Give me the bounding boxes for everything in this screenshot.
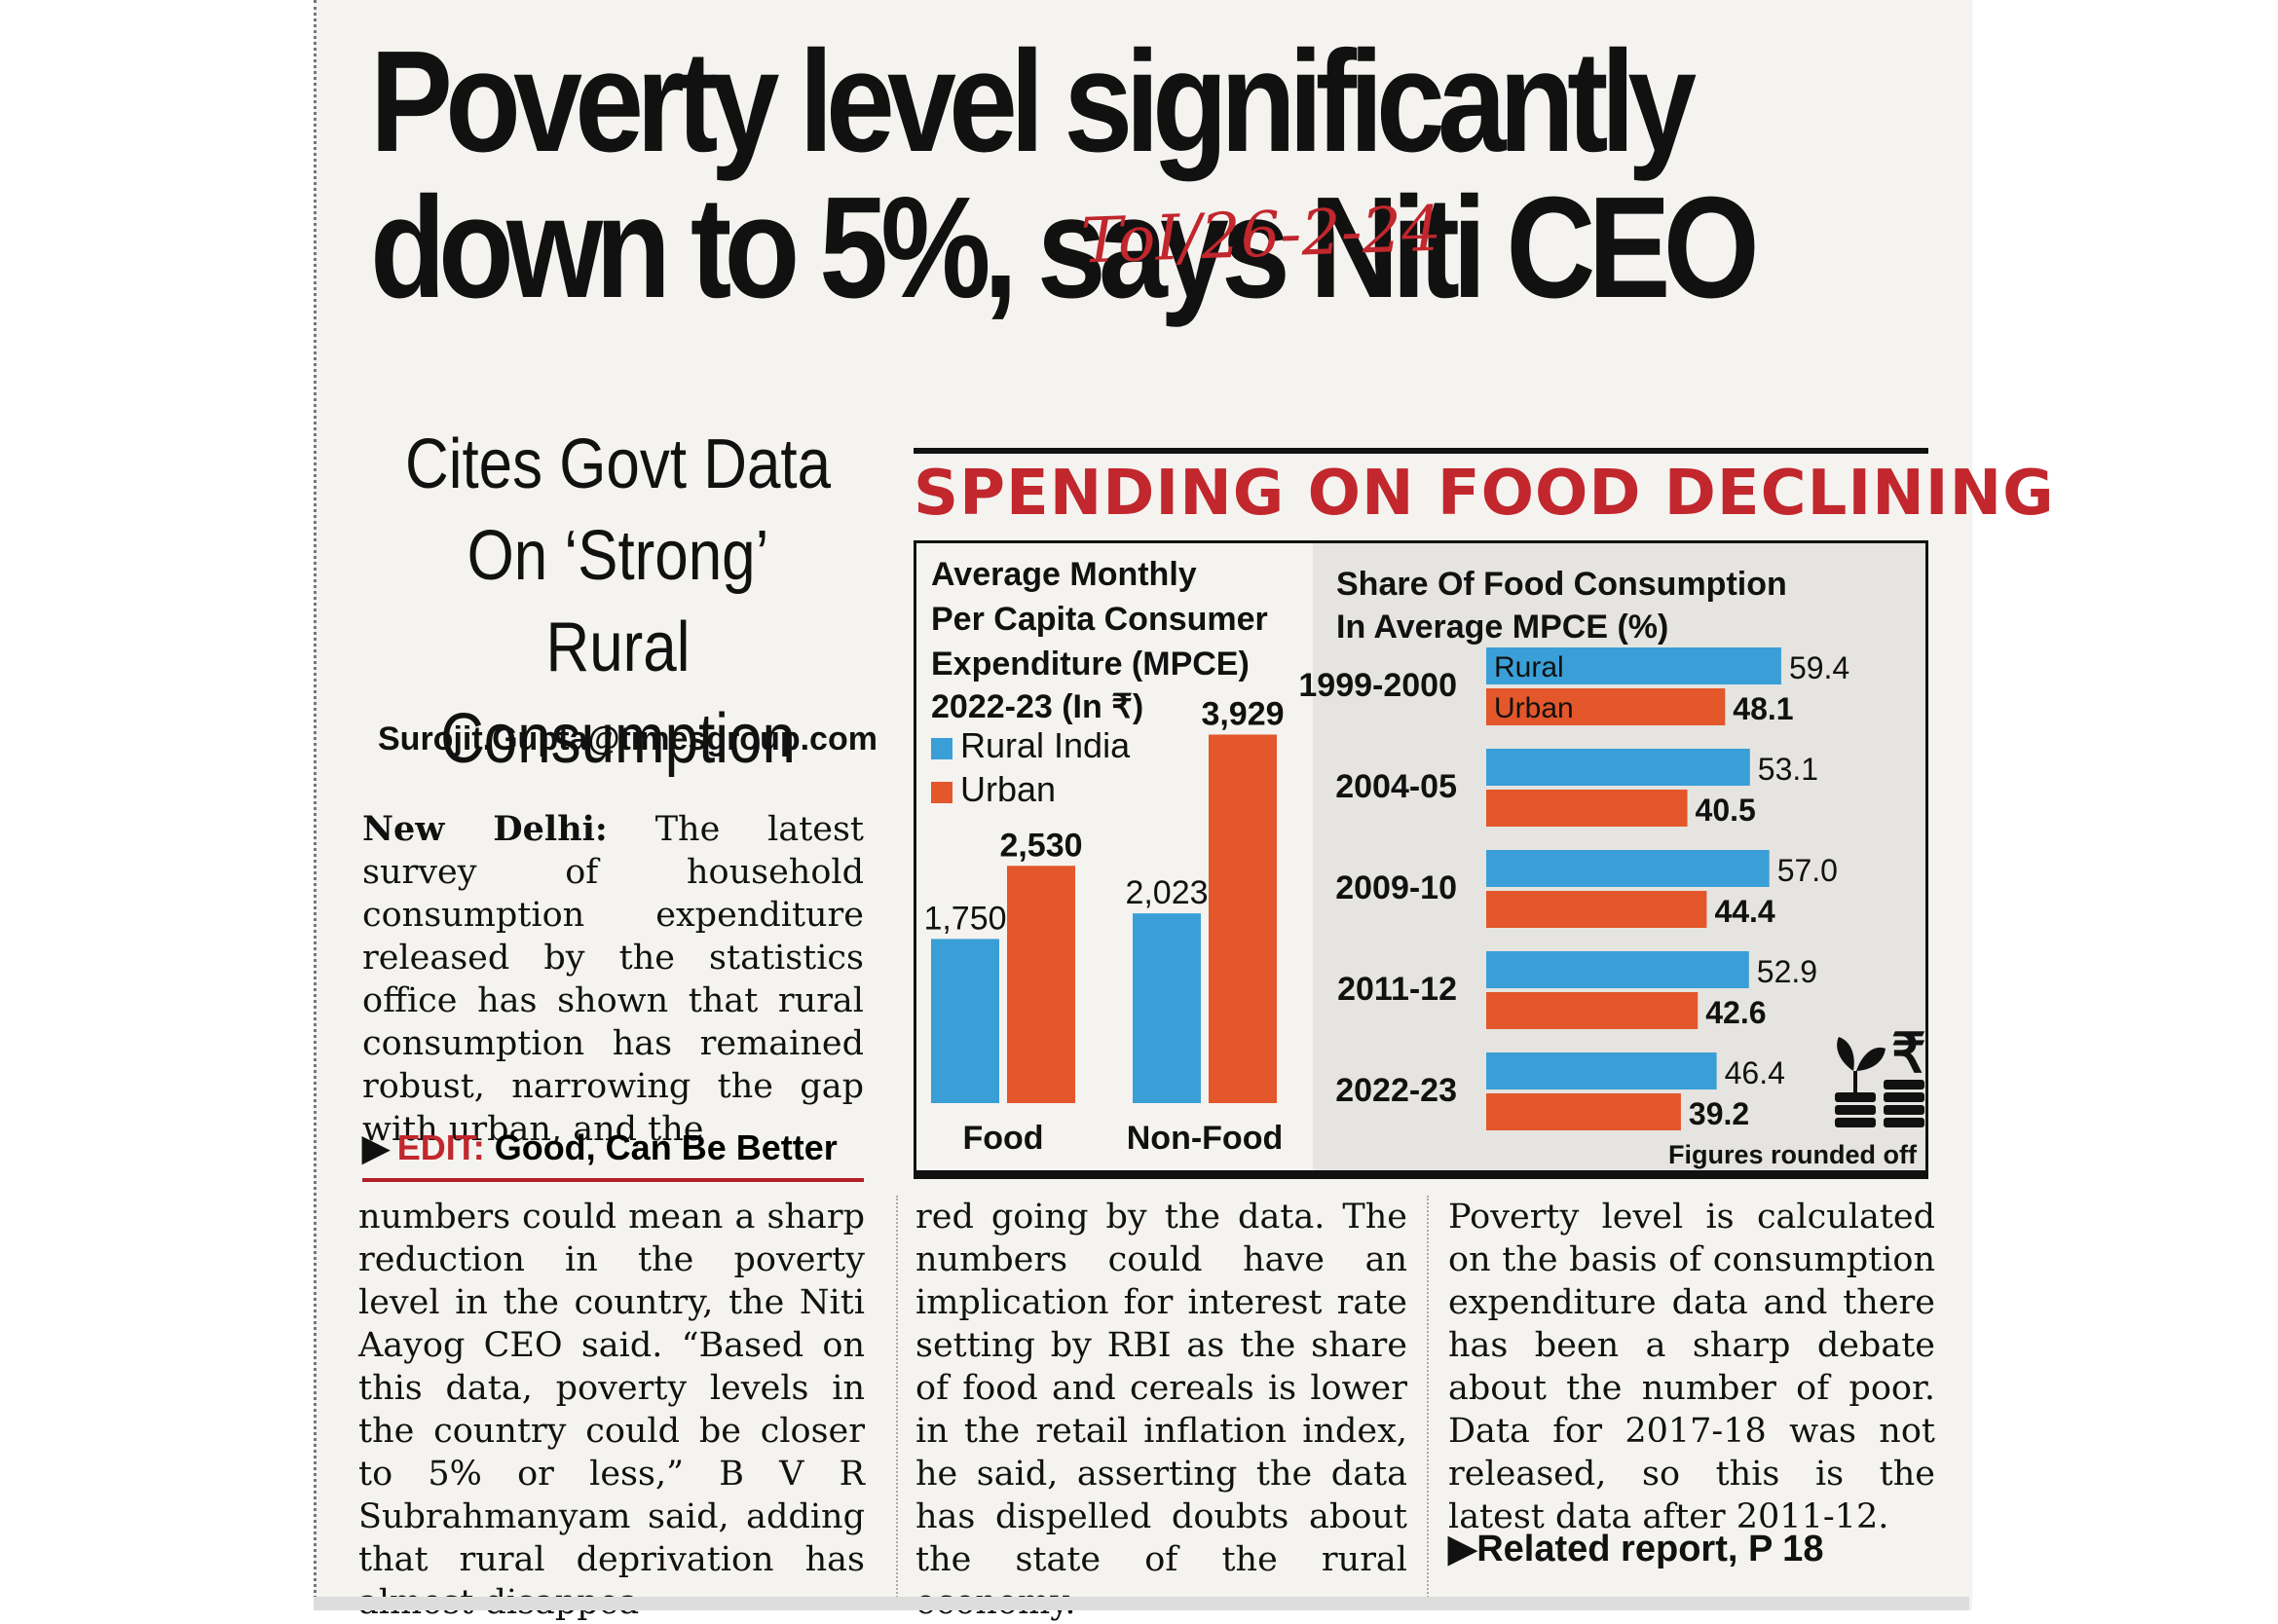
food-share-value-label: 46.4 <box>1725 1055 1785 1090</box>
byline: Surojit.Gupta@timesgroup.com <box>378 720 878 757</box>
food-share-title-line-2: In Average MPCE (%) <box>1336 609 1668 646</box>
mpce-value-label: 2,023 <box>1125 874 1208 911</box>
food-share-value-label: 52.9 <box>1757 954 1817 989</box>
food-share-value-label: 57.0 <box>1777 853 1838 888</box>
svg-text:₹: ₹ <box>1891 1022 1926 1084</box>
mpce-title-line-4: 2022-23 (In ₹) <box>931 688 1143 725</box>
headline-line-1: Poverty level significantly <box>370 21 1697 182</box>
food-share-value-label: 59.4 <box>1789 650 1849 685</box>
handwritten-note: ToI/26-2-24 <box>1079 193 1443 278</box>
infobox-frame <box>914 540 1928 1173</box>
play-arrow-icon: ▶ <box>1448 1529 1477 1569</box>
food-share-chart-title: Share Of Food Consumption In Average MPC… <box>1336 566 1787 646</box>
mpce-title-line-3: Expenditure (MPCE) <box>931 646 1250 683</box>
food-share-value-label: 44.4 <box>1714 894 1774 929</box>
legend-label-rural: Rural India <box>960 725 1131 765</box>
mpce-legend: Rural India Urban <box>931 725 1131 809</box>
food-share-bar-urban-1999-2000 <box>1486 688 1726 725</box>
subhead-line-2: On ‘Strong’ Rural <box>467 517 769 686</box>
lead-paragraph: New Delhi: The latest survey of househol… <box>362 808 864 1151</box>
mpce-value-label: 1,750 <box>923 900 1006 937</box>
food-share-value-label: 48.1 <box>1733 691 1793 726</box>
mpce-bars: 1,750 2,530 Food 2,023 3,929 Non-Food <box>923 695 1284 1157</box>
food-share-year-label: 2011-12 <box>1337 971 1457 1008</box>
food-share-series-label: Urban <box>1494 692 1574 724</box>
article-column-1: numbers could mean a sharp reduction in … <box>358 1198 865 1622</box>
lead-text: The latest survey of household consumpti… <box>362 810 864 1149</box>
edit-label: EDIT: <box>396 1127 485 1167</box>
headline: Poverty level significantly down to 5%, … <box>370 21 1760 328</box>
subhead-line-1: Cites Govt Data <box>404 425 832 503</box>
food-share-bar-rural-2011-12 <box>1486 951 1749 988</box>
mpce-category-label: Non-Food <box>1127 1120 1284 1157</box>
food-share-bar-urban-2009-10 <box>1486 891 1707 928</box>
food-share-bar-rural-2004-05 <box>1486 749 1750 786</box>
mpce-bar-urban-food <box>1007 866 1075 1103</box>
legend-swatch-urban <box>931 782 952 803</box>
food-share-title-line-1: Share Of Food Consumption <box>1336 566 1787 603</box>
food-share-year-label: 1999-2000 <box>1298 667 1457 704</box>
food-share-series-label: Rural <box>1494 651 1564 683</box>
mpce-category-label: Food <box>962 1120 1043 1157</box>
mpce-bar-urban-non-food <box>1209 734 1277 1103</box>
food-share-bar-urban-2004-05 <box>1486 790 1688 827</box>
mpce-value-label: 2,530 <box>999 827 1082 864</box>
food-share-value-label: 53.1 <box>1758 752 1818 787</box>
legend-label-urban: Urban <box>960 769 1056 809</box>
rupee-plant-icon: ₹ <box>1835 1022 1926 1127</box>
food-share-year-label: 2004-05 <box>1335 768 1457 805</box>
food-share-bar-rural-1999-2000 <box>1486 647 1781 684</box>
infobox-base-rule <box>914 1173 1928 1179</box>
mpce-value-label: 3,929 <box>1201 695 1284 732</box>
dateline: New Delhi: <box>362 809 608 849</box>
food-share-bar-rural-2022-23 <box>1486 1052 1717 1089</box>
edit-text: Good, Can Be Better <box>494 1127 838 1167</box>
food-share-bars: 1999-2000 59.4 Rural 48.1 Urban 2004-05 53.140… <box>1298 647 1849 1131</box>
play-arrow-icon: ▶ <box>362 1127 390 1167</box>
mpce-title-line-1: Average Monthly <box>931 556 1197 593</box>
food-share-year-label: 2009-10 <box>1335 869 1457 906</box>
subheadline: Cites Govt Data On ‘Strong’ Rural Consum… <box>398 419 839 785</box>
food-share-bar-urban-2011-12 <box>1486 992 1699 1029</box>
mpce-title-line-2: Per Capita Consumer <box>931 601 1268 638</box>
food-share-year-label: 2022-23 <box>1335 1072 1457 1109</box>
article-column-2: red going by the data. The numbers could… <box>915 1198 1407 1622</box>
food-share-value-label: 42.6 <box>1705 995 1766 1030</box>
food-share-value-label: 40.5 <box>1696 793 1756 828</box>
related-report-link[interactable]: ▶Related report, P 18 <box>1448 1527 1823 1570</box>
edit-reference[interactable]: ▶ EDIT: Good, Can Be Better <box>362 1127 864 1182</box>
mpce-bar-rural-india-non-food <box>1133 913 1201 1103</box>
article-column-3: Poverty level is calculated on the basis… <box>1448 1198 1935 1536</box>
mpce-chart-title: Average Monthly Per Capita Consumer Expe… <box>931 556 1268 725</box>
headline-line-2: down to 5%, says Niti CEO <box>370 167 1760 328</box>
subhead-line-3: Consumption <box>440 700 796 778</box>
figures-rounded-note: Figures rounded off <box>1668 1140 1918 1169</box>
column-divider <box>1427 1196 1429 1605</box>
column-divider <box>896 1196 898 1605</box>
infobox-charts: Average Monthly Per Capita Consumer Expe… <box>923 556 1926 1169</box>
food-share-value-label: 39.2 <box>1689 1096 1749 1131</box>
infobox-title: SPENDING ON FOOD DECLINING <box>914 458 2055 530</box>
clipping-bottom-edge <box>314 1597 1969 1610</box>
mpce-bar-rural-india-food <box>931 939 999 1103</box>
infobox <box>914 448 1928 1186</box>
legend-swatch-rural <box>931 738 952 759</box>
related-report-text: Related report, P 18 <box>1476 1529 1824 1569</box>
food-share-bar-rural-2009-10 <box>1486 850 1770 887</box>
food-share-bar-urban-2022-23 <box>1486 1093 1681 1130</box>
